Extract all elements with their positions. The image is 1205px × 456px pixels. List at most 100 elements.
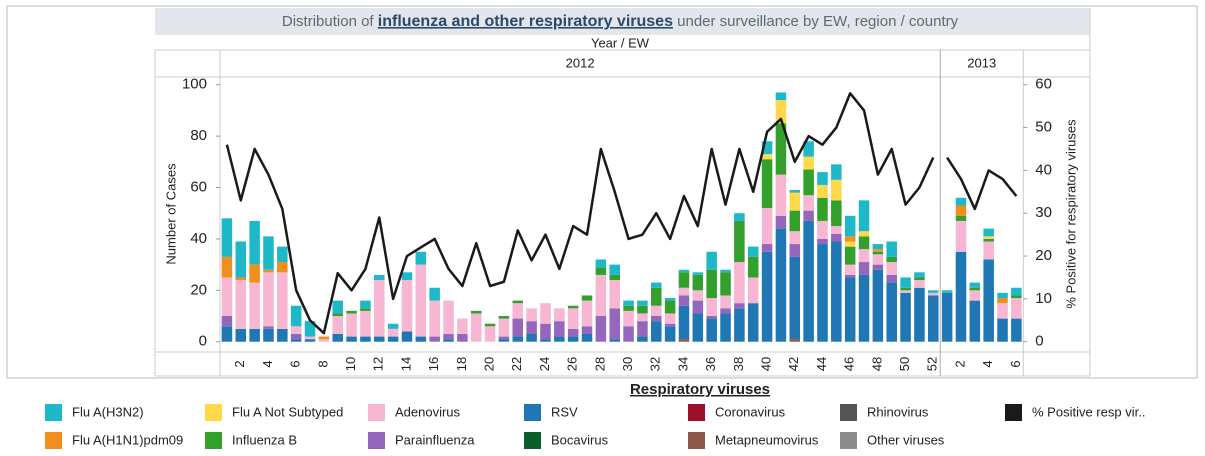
legend-swatch — [1005, 404, 1022, 421]
legend-swatch — [840, 432, 857, 449]
bar-segment — [831, 226, 842, 234]
legend-title: Respiratory viruses — [630, 381, 770, 398]
bar-segment — [374, 280, 385, 337]
bar-segment — [900, 290, 911, 293]
bar-segment — [263, 272, 274, 327]
bar-segment — [221, 218, 233, 257]
bar-segment — [595, 274, 607, 317]
bar-segment — [387, 323, 399, 329]
x-tick-label: 38 — [731, 357, 746, 371]
bar-segment — [277, 262, 288, 273]
bar-segment — [401, 272, 413, 281]
bar-segment — [637, 305, 648, 314]
bar-segment — [387, 336, 399, 342]
bar-segment — [983, 238, 994, 242]
legend-swatch — [45, 404, 62, 421]
bar-segment — [512, 303, 524, 319]
bar-segment — [567, 336, 579, 342]
bar-segment — [720, 308, 731, 314]
bar-segment — [498, 339, 510, 342]
bar-segment — [484, 326, 496, 342]
bar-segment — [540, 303, 551, 324]
bar-segment — [554, 308, 565, 322]
legend-label: Metapneumovirus — [715, 432, 819, 447]
legend-label: Influenza B — [232, 432, 297, 447]
x-tick-label: 32 — [648, 357, 663, 371]
bar-segment — [567, 305, 579, 309]
bar-segment — [720, 295, 731, 309]
bar-segment — [318, 336, 330, 340]
bar-segment — [761, 154, 773, 160]
legend-swatch — [205, 404, 222, 421]
bar-segment — [858, 249, 870, 263]
bar-segment — [290, 326, 302, 335]
x-tick-label: 44 — [814, 357, 829, 371]
bar-segment — [374, 336, 385, 342]
bar-segment — [761, 159, 773, 209]
bar-segment — [747, 256, 759, 278]
bar-segment — [290, 339, 302, 342]
bar-segment — [692, 300, 704, 314]
bar-segment — [429, 336, 440, 342]
bar-segment — [609, 280, 620, 309]
bar-segment — [567, 328, 579, 337]
bar-segment — [623, 300, 634, 306]
x-tick-label: 30 — [620, 357, 635, 371]
bar-segment — [706, 298, 717, 317]
bar-segment — [249, 264, 260, 283]
legend-swatch — [840, 404, 857, 421]
bar-segment — [664, 313, 676, 324]
bar-segment — [831, 164, 842, 180]
bar-segment — [415, 251, 427, 265]
bar-segment — [803, 169, 814, 196]
bar-segment — [651, 282, 662, 288]
bar-segment — [817, 244, 828, 342]
bar-segment — [928, 290, 939, 293]
bar-segment — [858, 262, 870, 275]
bar-segment — [623, 326, 634, 342]
bar-segment — [1011, 298, 1022, 319]
bar-segment — [997, 303, 1008, 319]
bar-segment — [831, 241, 842, 342]
bar-segment — [747, 246, 759, 257]
bar-segment — [304, 321, 316, 337]
bar-segment — [914, 277, 925, 281]
bar-segment — [498, 336, 510, 340]
x-tick-label: 2 — [952, 360, 967, 367]
bar-segment — [415, 264, 427, 337]
bar-segment — [332, 316, 343, 335]
bar-segment — [637, 336, 648, 342]
bar-segment — [886, 241, 897, 257]
bar-segment — [775, 92, 787, 101]
bar-segment — [637, 313, 648, 322]
y-axis-title: Number of Cases — [163, 163, 178, 265]
bar-segment — [609, 274, 620, 281]
line-series — [225, 92, 935, 335]
bar-segment — [595, 259, 607, 268]
x-tick-label: 10 — [343, 357, 358, 371]
bar-segment — [886, 256, 897, 263]
legend-swatch — [524, 432, 541, 449]
title-part: Distribution of — [282, 13, 378, 30]
bar-segment — [637, 300, 648, 306]
bar-segment — [623, 305, 634, 311]
legend-label: Flu A Not Subtyped — [232, 404, 343, 419]
bar-segment — [346, 336, 357, 342]
legend-label: Rhinovirus — [867, 404, 929, 419]
legend-label: Parainfluenza — [395, 432, 475, 447]
bar-segment — [817, 220, 828, 239]
title-part: influenza and other respiratory viruses — [378, 13, 673, 30]
bar-segment — [941, 290, 953, 293]
y-tick-label: 0 — [199, 333, 207, 350]
bar-segment — [997, 292, 1008, 299]
y2-tick-label: 50 — [1035, 119, 1052, 136]
bar-segment — [734, 308, 745, 342]
y-tick-label: 60 — [190, 178, 207, 195]
bar-segment — [692, 272, 704, 275]
y-tick-label: 20 — [190, 281, 207, 298]
bar-segment — [872, 269, 884, 342]
bar-segment — [720, 272, 731, 296]
bar-segment — [651, 305, 662, 317]
legend-swatch — [688, 404, 705, 421]
bar-segment — [803, 156, 814, 170]
